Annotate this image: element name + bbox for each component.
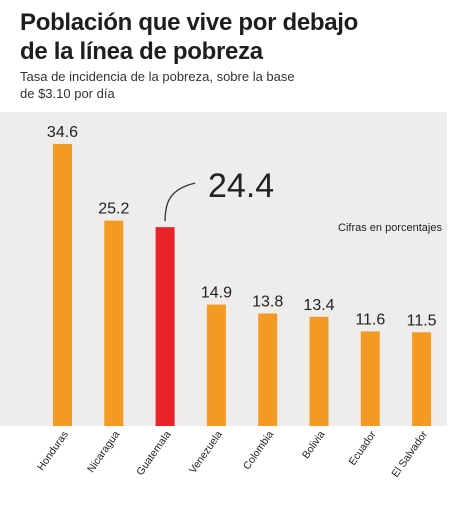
bar-guatemala — [155, 227, 175, 426]
category-label-guatemala: Guatemala — [134, 429, 173, 478]
value-label-honduras: 34.6 — [47, 124, 78, 141]
category-label-ecuador: Ecuador — [346, 428, 379, 467]
value-label-el-salvador: 11.5 — [407, 312, 437, 329]
chart-subtitle-line2: de $3.10 por día — [20, 86, 115, 101]
category-label-el-salvador: El Salvador — [389, 428, 430, 479]
chart-title-line1: Población que vive por debajo — [20, 9, 359, 36]
bar-colombia — [258, 313, 278, 426]
bar-bolivia — [309, 316, 329, 426]
category-label-nicaragua: Nicaragua — [85, 429, 122, 475]
value-label-guatemala: 24.4 — [208, 167, 274, 205]
category-label-colombia: Colombia — [241, 429, 276, 472]
bar-ecuador — [360, 331, 380, 426]
units-note: Cifras en porcentajes — [338, 222, 442, 234]
callout-line — [164, 182, 196, 222]
value-label-ecuador: 11.6 — [355, 311, 385, 328]
category-label-honduras: Honduras — [35, 429, 71, 473]
bar-honduras — [53, 144, 72, 426]
category-label-bolivia: Bolivia — [300, 429, 328, 461]
chart-title-line2: de la línea de pobreza — [20, 38, 263, 65]
category-label-venezuela: Venezuela — [187, 429, 225, 476]
value-label-colombia: 13.8 — [252, 294, 283, 311]
value-label-venezuela: 14.9 — [201, 285, 232, 302]
value-label-bolivia: 13.4 — [303, 297, 334, 314]
chart-title: Población que vive por debajo de la líne… — [20, 8, 460, 66]
chart-subtitle: Tasa de incidencia de la pobreza, sobre … — [20, 68, 340, 102]
value-label-nicaragua: 25.2 — [98, 201, 129, 218]
bar-el-salvador — [412, 332, 432, 426]
chart-subtitle-line1: Tasa de incidencia de la pobreza, sobre … — [20, 69, 295, 84]
bar-nicaragua — [104, 220, 124, 426]
bar-venezuela — [206, 304, 226, 426]
